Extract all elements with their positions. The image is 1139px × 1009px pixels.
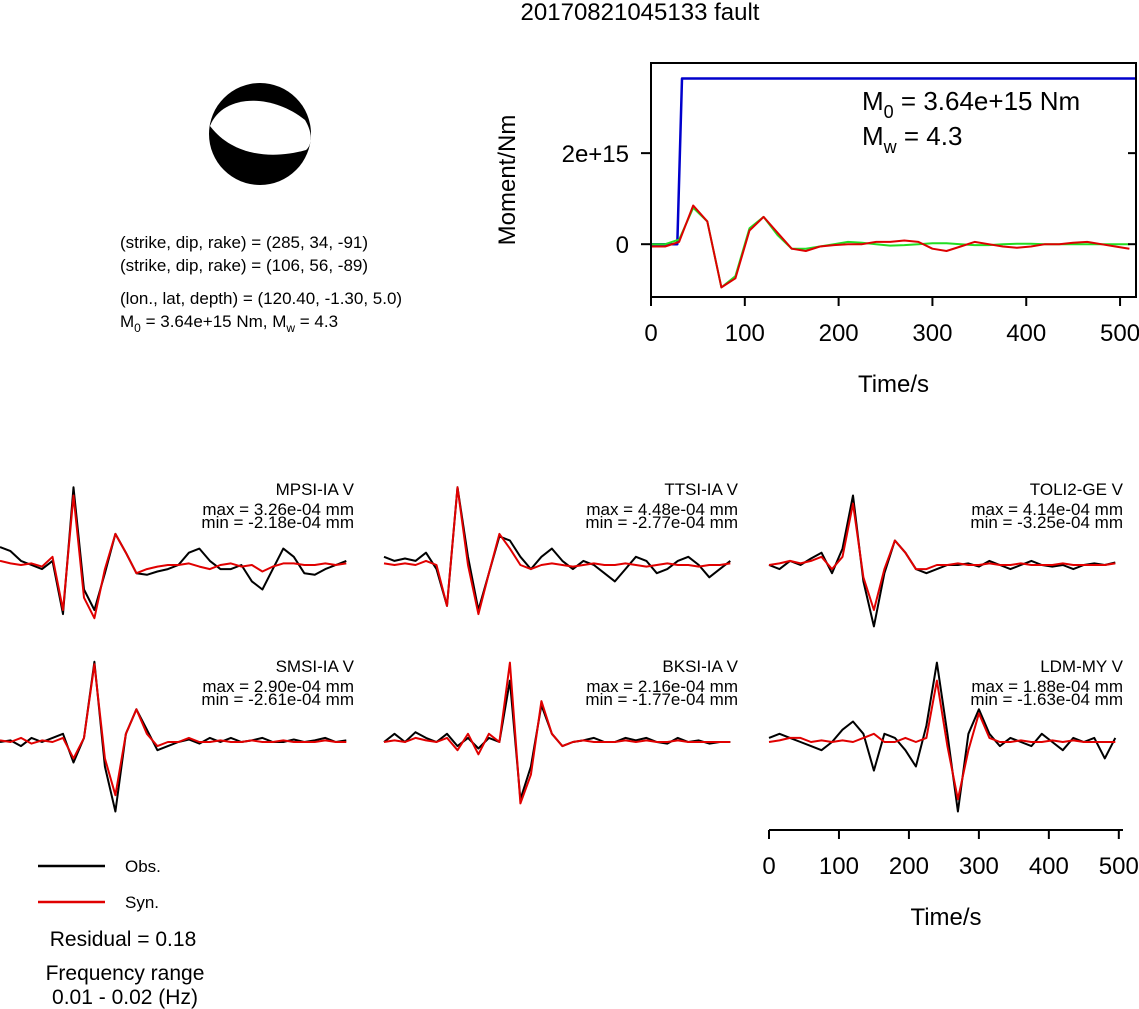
moment-line	[651, 204, 1130, 289]
max-label: max = 2.90e-04 mm	[202, 677, 354, 696]
synthetic-trace	[383, 661, 731, 805]
max-label: max = 2.16e-04 mm	[586, 677, 738, 696]
info-moment: M0 = 3.64e+15 Nm, Mw = 4.3	[120, 312, 338, 335]
station-label: MPSI-IA V	[276, 480, 355, 499]
station-label: SMSI-IA V	[276, 657, 355, 676]
x-tick-label: 300	[912, 320, 952, 347]
station-label: TTSI-IA V	[664, 480, 738, 499]
text-part: w	[285, 321, 295, 335]
info-line: (strike, dip, rake) = (106, 56, -89)	[120, 256, 368, 275]
beachball	[209, 83, 311, 185]
station-label: TOLI2-GE V	[1030, 480, 1124, 499]
min-label: min = -2.61e-04 mm	[201, 690, 354, 709]
station-label: LDM-MY V	[1040, 657, 1123, 676]
text-part: M	[120, 312, 134, 331]
annotation: M0 = 3.64e+15 Nm	[862, 86, 1080, 122]
info-line: (lon., lat, depth) = (120.40, -1.30, 5.0…	[120, 289, 402, 308]
min-label: min = -1.77e-04 mm	[585, 690, 738, 709]
station-label: BKSI-IA V	[662, 657, 738, 676]
annotation: Mw = 4.3	[862, 121, 962, 157]
text-part: M	[862, 86, 884, 116]
x-axis-label: Time/s	[910, 904, 981, 931]
text-part: w	[883, 137, 898, 157]
figure-title: 20170821045133 fault	[521, 0, 760, 26]
x-tick-label: 0	[644, 320, 657, 347]
x-tick-label: 100	[819, 853, 859, 880]
min-label: min = -1.63e-04 mm	[970, 690, 1123, 709]
legend-label: Obs.	[125, 857, 161, 876]
frequency: 0.01 - 0.02 (Hz)	[52, 986, 198, 1009]
text-part: = 4.3	[897, 121, 963, 151]
min-label: min = -2.18e-04 mm	[201, 513, 354, 532]
residual: Residual = 0.18	[50, 928, 197, 951]
synthetic-trace	[383, 486, 731, 616]
x-axis-label: Time/s	[858, 371, 929, 398]
observed-trace	[768, 661, 1117, 813]
text-part: = 4.3	[295, 312, 338, 331]
x-tick-label: 500	[1100, 320, 1139, 347]
x-tick-label: 500	[1099, 853, 1139, 880]
min-label: min = -3.25e-04 mm	[970, 513, 1123, 532]
plot-frame	[650, 62, 1137, 298]
x-tick-label: 200	[819, 320, 859, 347]
synthetic-trace	[768, 502, 1116, 611]
x-tick-label: 400	[1029, 853, 1069, 880]
x-tick-label: 300	[959, 853, 999, 880]
synthetic-trace	[0, 494, 347, 620]
text-part: M	[862, 121, 884, 151]
y-axis-label: Moment/Nm	[494, 115, 521, 246]
y-tick-label: 0	[616, 232, 629, 259]
moment-line	[651, 206, 1130, 289]
text-part: = 3.64e+15 Nm, M	[141, 312, 287, 331]
x-tick-label: 400	[1006, 320, 1046, 347]
frequency: Frequency range	[46, 962, 205, 985]
max-label: max = 4.48e-04 mm	[586, 500, 738, 519]
x-tick-label: 0	[762, 853, 775, 880]
synthetic-trace	[0, 663, 347, 797]
x-tick-label: 200	[889, 853, 929, 880]
legend-label: Syn.	[125, 893, 159, 912]
max-label: max = 4.14e-04 mm	[971, 500, 1123, 519]
info-line: (strike, dip, rake) = (285, 34, -91)	[120, 233, 368, 252]
max-label: max = 3.26e-04 mm	[202, 500, 354, 519]
min-label: min = -2.77e-04 mm	[585, 513, 738, 532]
text-part: 0	[884, 102, 894, 122]
y-tick-label: 2e+15	[562, 141, 629, 168]
x-tick-label: 100	[725, 320, 765, 347]
max-label: max = 1.88e-04 mm	[971, 677, 1123, 696]
text-part: 0	[134, 321, 141, 335]
synthetic-trace	[768, 679, 1116, 801]
text-part: = 3.64e+15 Nm	[894, 86, 1080, 116]
